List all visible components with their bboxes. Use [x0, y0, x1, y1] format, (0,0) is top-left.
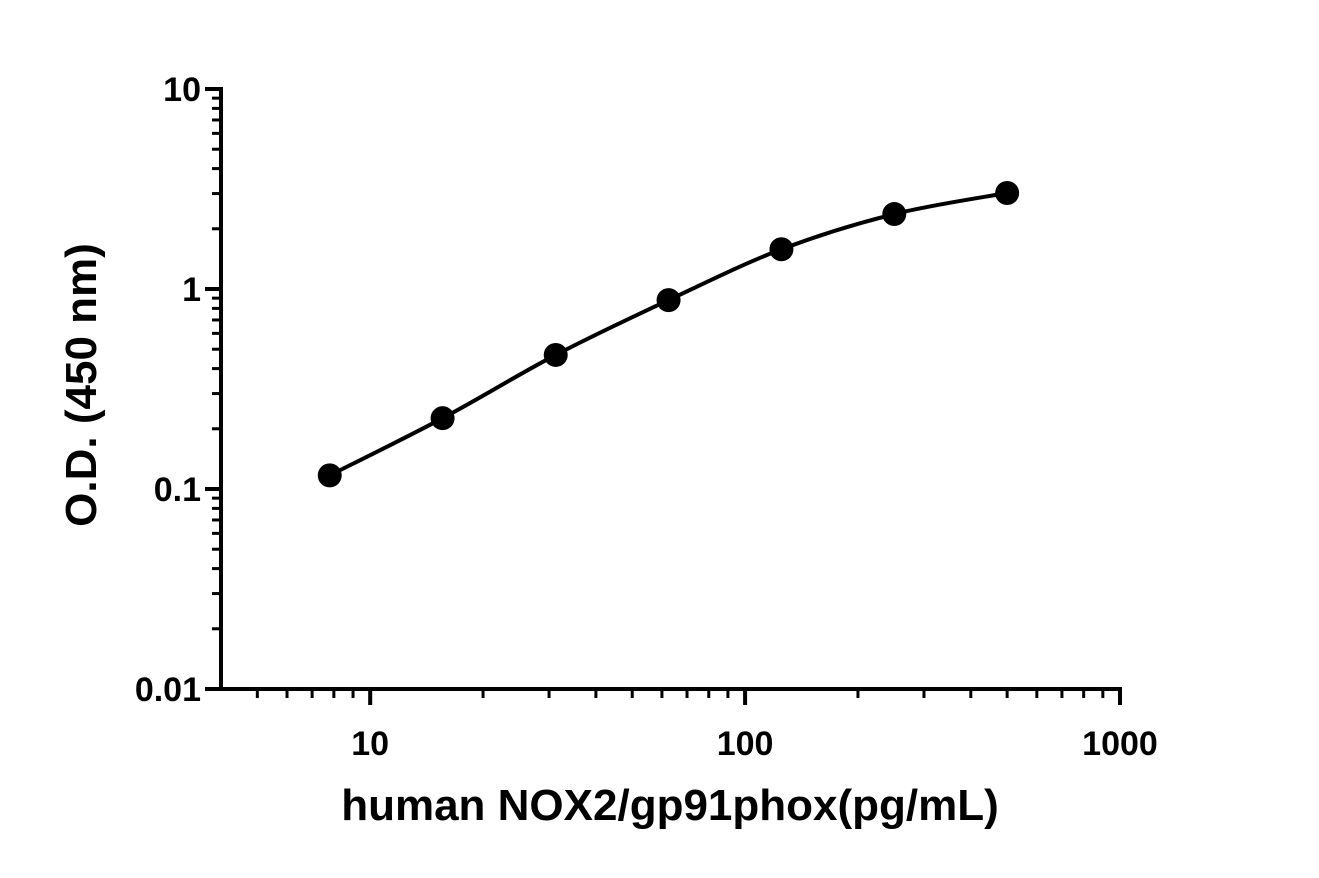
data-point [769, 237, 794, 262]
x-tick-label: 100 [717, 725, 774, 763]
y-axis-label: O.D. (450 nm) [57, 243, 106, 527]
x-axis-label: human NOX2/gp91phox(pg/mL) [341, 781, 999, 830]
x-tick-label: 1000 [1082, 725, 1158, 763]
data-point [656, 288, 681, 313]
data-point [995, 180, 1020, 205]
fit-curve [328, 191, 1008, 478]
data-point [430, 406, 455, 431]
y-tick-label: 1 [182, 271, 201, 309]
y-tick-label: 0.1 [154, 471, 201, 509]
data-point [543, 342, 568, 367]
x-tick-label: 10 [351, 725, 389, 763]
data-point [317, 463, 342, 488]
y-tick-label: 0.01 [135, 671, 201, 709]
y-tick-label: 10 [163, 71, 201, 109]
data-point [882, 202, 907, 227]
